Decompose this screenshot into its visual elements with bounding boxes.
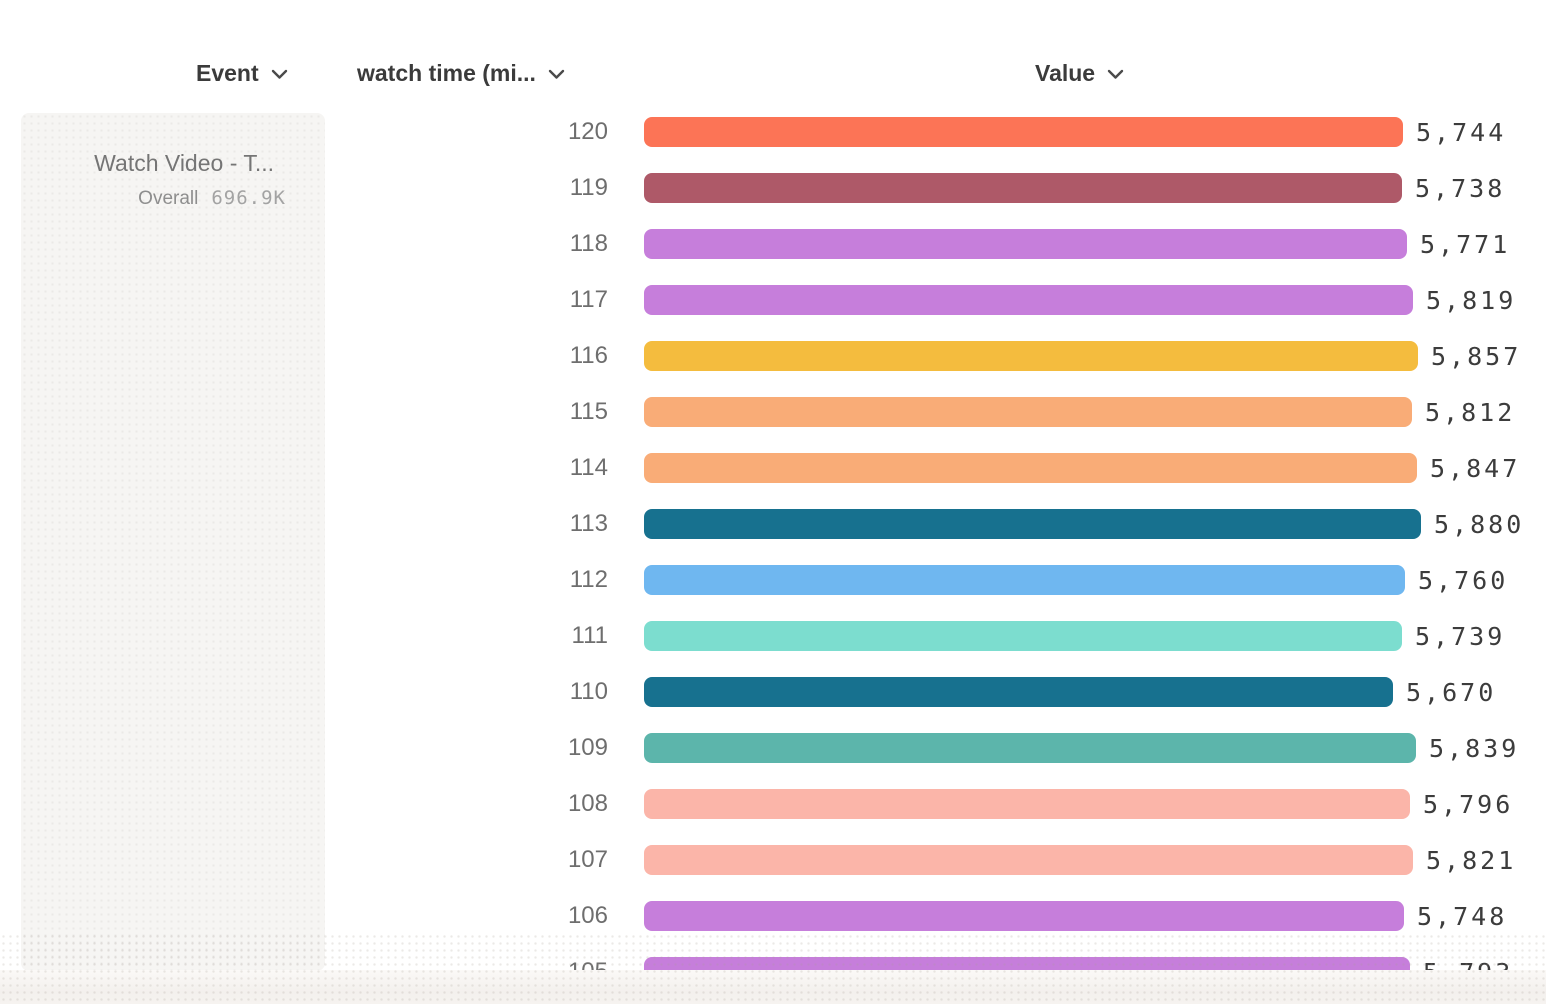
chart-row: 107 5,821 [0, 832, 1546, 888]
chart-row: 119 5,738 [0, 160, 1546, 216]
chart-row: 118 5,771 [0, 216, 1546, 272]
bar-category-label: 114 [569, 454, 608, 481]
event-overall-row: Overall 696.9K [138, 187, 286, 210]
bar[interactable] [644, 229, 1407, 259]
bar-category-label: 111 [571, 622, 608, 649]
bar-category-label: 112 [569, 566, 608, 593]
overall-value: 696.9K [211, 187, 286, 209]
bar[interactable] [644, 621, 1402, 651]
chart-row: 110 5,670 [0, 664, 1546, 720]
chart-row: 113 5,880 [0, 496, 1546, 552]
bar-value-label: 5,819 [1426, 285, 1517, 315]
bar-value-label: 5,744 [1416, 117, 1507, 147]
bar-category-label: 109 [567, 734, 608, 761]
bar-value-label: 5,771 [1420, 229, 1511, 259]
breakdown-column-header[interactable]: watch time (mi... [357, 58, 565, 88]
bar-value-label: 5,812 [1425, 397, 1516, 427]
bar[interactable] [644, 845, 1413, 875]
bar[interactable] [644, 117, 1403, 147]
bar[interactable] [644, 397, 1412, 427]
bar-category-label: 106 [567, 902, 608, 929]
event-column-label: Event [196, 59, 259, 86]
bar-value-label: 5,880 [1434, 509, 1525, 539]
chevron-down-icon [1107, 69, 1124, 80]
breakdown-column-label: watch time (mi... [357, 59, 536, 86]
bar-value-label: 5,847 [1430, 453, 1521, 483]
overall-label: Overall [138, 188, 199, 209]
bar-value-label: 5,748 [1417, 901, 1508, 931]
value-column-label: Value [1035, 59, 1096, 86]
bar-category-label: 113 [569, 510, 608, 537]
bar-category-label: 107 [567, 846, 608, 873]
bar[interactable] [644, 733, 1416, 763]
bar[interactable] [644, 285, 1413, 315]
chart-row: 117 5,819 [0, 272, 1546, 328]
chart-row: 108 5,796 [0, 776, 1546, 832]
chart-row: 111 5,739 [0, 608, 1546, 664]
chart-row: 109 5,839 [0, 720, 1546, 776]
bar-category-label: 116 [569, 342, 608, 369]
bar[interactable] [644, 173, 1402, 203]
chart-row: 106 5,748 [0, 888, 1546, 944]
bar-value-label: 5,857 [1431, 341, 1522, 371]
bar[interactable] [644, 341, 1418, 371]
chart-row: 115 5,812 [0, 384, 1546, 440]
event-column-header[interactable]: Event [196, 58, 288, 88]
bar[interactable] [644, 901, 1404, 931]
event-panel[interactable]: Watch Video - T... Overall 696.9K [21, 113, 325, 971]
bar-value-label: 5,760 [1418, 565, 1509, 595]
value-column-header[interactable]: Value [1035, 58, 1124, 88]
chevron-down-icon [548, 69, 565, 80]
chart-row: 116 5,857 [0, 328, 1546, 384]
bar[interactable] [644, 565, 1405, 595]
chart-row: 120 5,744 [0, 104, 1546, 160]
bar-category-label: 117 [569, 286, 608, 313]
chart-row: 112 5,760 [0, 552, 1546, 608]
bar[interactable] [644, 509, 1421, 539]
bar[interactable] [644, 789, 1410, 819]
bar-value-label: 5,821 [1426, 845, 1517, 875]
bar-value-label: 5,796 [1423, 789, 1514, 819]
bar-category-label: 115 [569, 398, 608, 425]
bar-value-label: 5,738 [1415, 173, 1506, 203]
bar-value-label: 5,739 [1415, 621, 1506, 651]
bar-value-label: 5,670 [1406, 677, 1497, 707]
chart-rows: 120 5,744 119 5,738 118 5,771 117 5,819 116 5,857… [0, 104, 1546, 1000]
bar-value-label: 5,839 [1429, 733, 1520, 763]
bar-category-label: 119 [569, 174, 608, 201]
footer-band [0, 970, 1546, 1004]
bar-category-label: 110 [569, 678, 608, 705]
bar-category-label: 118 [569, 230, 608, 257]
chevron-down-icon [271, 69, 288, 80]
event-name: Watch Video - T... [94, 150, 274, 176]
bar[interactable] [644, 453, 1417, 483]
chart-row: 114 5,847 [0, 440, 1546, 496]
bar-category-label: 120 [567, 118, 608, 145]
bar-category-label: 108 [567, 790, 608, 817]
bar[interactable] [644, 677, 1393, 707]
